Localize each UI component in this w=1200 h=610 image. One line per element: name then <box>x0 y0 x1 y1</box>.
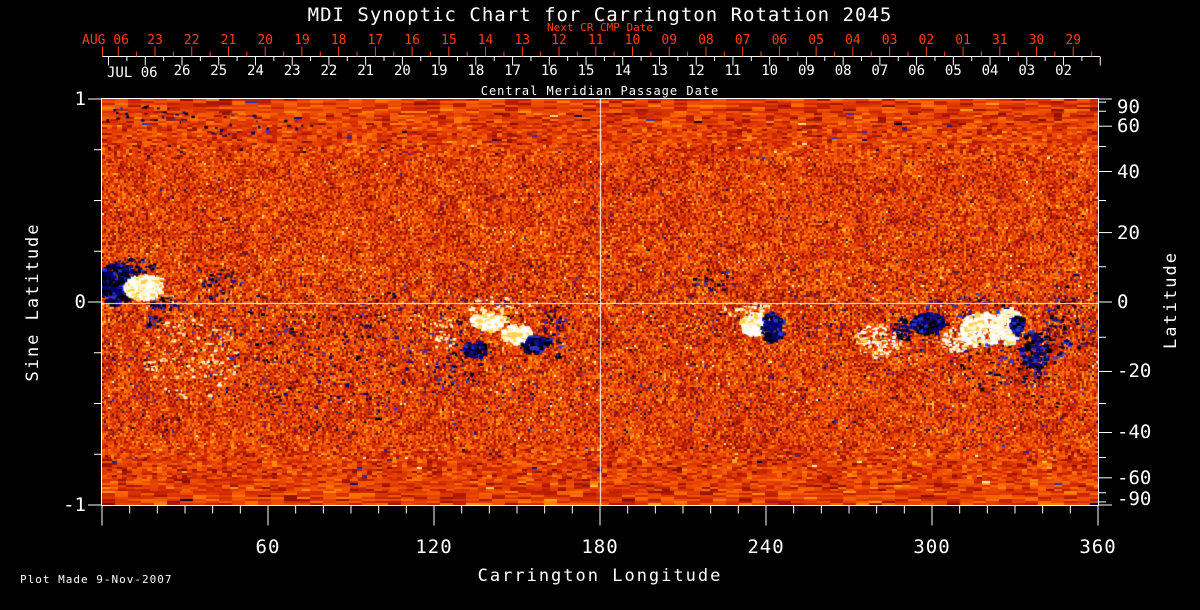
cmp-day-label: 25 <box>210 63 228 79</box>
longitude-tick-label: 60 <box>255 536 281 558</box>
latitude-tick-label: 20 <box>1117 221 1140 244</box>
next-cr-day-label: 29 <box>1065 33 1082 48</box>
next-cr-day-label: 11 <box>587 33 604 48</box>
plot-made-timestamp: Plot Made 9-Nov-2007 <box>20 573 173 586</box>
next-cr-day-label: 22 <box>183 33 200 48</box>
cmp-day-label: 17 <box>504 63 521 79</box>
cmp-day-label: 19 <box>430 63 448 79</box>
cmp-day-label: 13 <box>651 63 668 79</box>
cmp-day-label: 03 <box>1018 63 1036 79</box>
sine-latitude-tick-label: -1 <box>63 494 86 516</box>
cmp-day-label: 12 <box>687 63 705 79</box>
cmp-day-label: 05 <box>944 63 962 79</box>
cmp-axis-title: Central Meridian Passage Date <box>480 84 720 98</box>
cmp-month-label: JUL 06 <box>107 65 158 81</box>
latitude-tick-label: -90 <box>1117 488 1152 510</box>
next-cr-month-label: AUG 06 <box>82 33 129 48</box>
next-cr-day-label: 07 <box>734 33 751 48</box>
longitude-tick-label: 360 <box>1079 536 1117 558</box>
next-cr-day-label: 30 <box>1028 33 1045 48</box>
next-cr-day-label: 16 <box>404 33 420 48</box>
latitude-tick-label: 90 <box>1117 96 1140 118</box>
latitude-tick-label: -40 <box>1117 421 1152 444</box>
next-cr-day-label: 05 <box>808 33 824 48</box>
longitude-tick-label: 180 <box>581 536 619 558</box>
next-cr-day-label: 20 <box>257 33 274 48</box>
cmp-day-label: 06 <box>908 63 926 79</box>
next-cr-day-label: 02 <box>918 33 935 48</box>
latitude-tick-label: -20 <box>1117 360 1152 383</box>
longitude-tick-label: 240 <box>747 536 785 558</box>
next-cr-day-label: 19 <box>294 33 310 48</box>
cmp-day-label: 16 <box>540 63 558 79</box>
cmp-day-label: 10 <box>761 63 779 79</box>
magnetogram-image <box>102 99 1098 505</box>
sine-latitude-tick-label: 1 <box>74 88 86 110</box>
latitude-tick-label: -60 <box>1117 466 1152 489</box>
cmp-day-label: 02 <box>1055 63 1072 79</box>
next-cr-day-label: 18 <box>330 33 347 48</box>
next-cr-day-label: 14 <box>477 33 494 48</box>
next-cr-axis-title: Next CR CMP Date <box>547 21 653 34</box>
cmp-day-label: 04 <box>981 63 999 79</box>
cmp-day-label: 11 <box>724 63 742 79</box>
latitude-tick-label: 40 <box>1117 160 1140 183</box>
next-cr-day-label: 10 <box>624 33 641 48</box>
cmp-day-label: 26 <box>173 63 191 79</box>
latitude-tick-label: 0 <box>1117 291 1129 313</box>
cmp-day-label: 14 <box>614 63 632 79</box>
carrington-longitude-axis-title: Carrington Longitude <box>477 566 723 586</box>
next-cr-day-label: 03 <box>881 33 898 48</box>
cmp-day-label: 08 <box>834 63 852 79</box>
cmp-day-label: 20 <box>393 63 411 79</box>
cmp-day-label: 24 <box>247 63 264 79</box>
next-cr-day-label: 31 <box>991 33 1008 48</box>
next-cr-day-label: 17 <box>367 33 384 48</box>
next-cr-day-label: 15 <box>441 33 457 48</box>
next-cr-day-label: 06 <box>771 33 788 48</box>
next-cr-day-label: 08 <box>698 33 714 48</box>
next-cr-day-label: 23 <box>147 33 163 48</box>
sine-latitude-tick-label: 0 <box>74 291 86 313</box>
plot-frame <box>101 98 1099 506</box>
cmp-day-label: 21 <box>357 63 375 79</box>
next-cr-day-label: 21 <box>220 33 237 48</box>
cmp-day-label: 15 <box>577 63 595 79</box>
cmp-day-label: 18 <box>467 63 485 79</box>
latitude-axis-title: Latitude <box>1161 251 1181 349</box>
next-cr-day-label: 09 <box>661 33 678 48</box>
next-cr-day-label: 13 <box>514 33 531 48</box>
longitude-tick-label: 120 <box>415 536 453 558</box>
next-cr-day-label: 12 <box>551 33 567 48</box>
chart-title: MDI Synoptic Chart for Carrington Rotati… <box>307 4 893 26</box>
next-cr-day-label: 01 <box>955 33 971 48</box>
cmp-day-label: 23 <box>283 63 301 79</box>
sine-latitude-axis-title: Sine Latitude <box>23 222 43 382</box>
cmp-day-label: 22 <box>320 63 338 79</box>
longitude-tick-label: 300 <box>913 536 951 558</box>
cmp-day-label: 07 <box>871 63 889 79</box>
cmp-day-label: 09 <box>797 63 815 79</box>
next-cr-day-label: 04 <box>845 33 861 48</box>
latitude-tick-label: 60 <box>1117 115 1140 138</box>
